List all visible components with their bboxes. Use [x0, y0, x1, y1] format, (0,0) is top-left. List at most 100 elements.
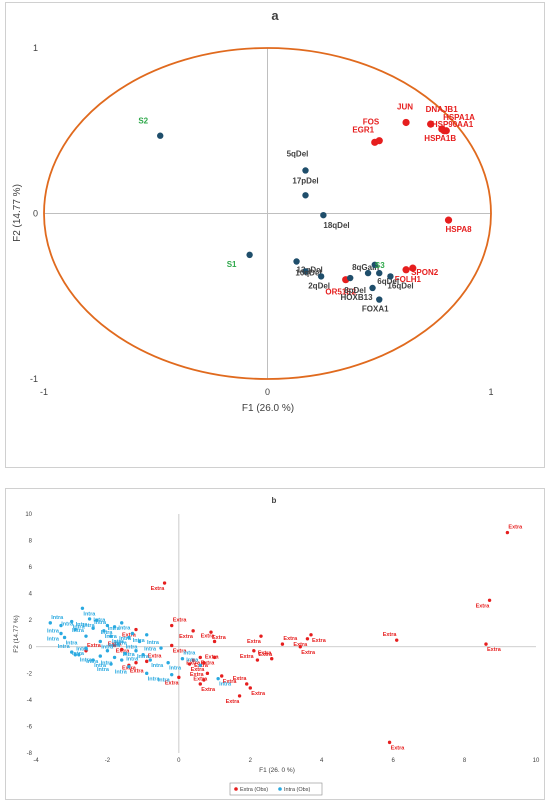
- x-tick-label: 2: [249, 758, 253, 764]
- point-6qDel: [376, 269, 383, 277]
- x-tick-label: 1: [488, 387, 493, 397]
- point-label: FOLH1: [395, 275, 422, 284]
- intra-point: [98, 654, 102, 658]
- x-axis-label: F1 (26.0 %): [242, 403, 294, 414]
- intra-point-label: Intra: [101, 630, 114, 636]
- intra-point: [91, 626, 95, 630]
- intra-point: [109, 634, 113, 638]
- y-tick-label: -2: [27, 671, 33, 677]
- extra-point-label: Extra: [247, 639, 262, 645]
- point-label: 13qDel: [297, 265, 323, 274]
- intra-point-label: Intra: [108, 643, 121, 649]
- intra-point-label: Intra: [83, 623, 96, 629]
- legend-label: Intra (Obs): [284, 787, 310, 793]
- point-EGR1: [375, 137, 383, 145]
- x-axis-label: F1 (26. 0 %): [259, 767, 295, 774]
- x-tick-label: 4: [320, 758, 324, 764]
- extra-point-label: Extra: [191, 667, 206, 673]
- extra-point-label: Extra: [205, 655, 220, 661]
- y-tick-label: 4: [29, 592, 33, 598]
- intra-point-label: Intra: [169, 666, 182, 672]
- extra-point-label: Extra: [212, 635, 227, 641]
- intra-point: [127, 635, 131, 640]
- extra-point: [387, 740, 392, 745]
- point-8pDel: [346, 274, 354, 282]
- point-13qDel: [293, 258, 300, 265]
- x-tick-label: -1: [40, 387, 48, 397]
- intra-point: [134, 649, 138, 653]
- correlation-circle: [43, 47, 492, 380]
- intra-point: [105, 623, 110, 628]
- intra-point-label: Intra: [126, 656, 139, 662]
- intra-point: [95, 618, 99, 622]
- extra-point-label: Extra: [240, 654, 255, 660]
- point-label: HOXB13: [341, 293, 374, 302]
- chart-a-panel: -1 0 1 1 0 -1 a F1 (26.0 %) F2 (14.77 %) JUN FOS EG…: [5, 2, 545, 468]
- point-label: JUN: [397, 102, 413, 111]
- extra-point-label: Extra: [193, 676, 208, 682]
- intra-point: [59, 623, 63, 628]
- intra-point-label: Intra: [76, 622, 89, 628]
- legend-marker: [234, 787, 238, 791]
- extra-point-label: Extra: [251, 691, 266, 697]
- legend-box: [229, 782, 323, 796]
- extra-point-label: Extra: [476, 603, 491, 609]
- extra-point: [212, 655, 217, 660]
- point-10qDel: [302, 268, 309, 275]
- intra-point: [87, 617, 92, 621]
- y-tick-label: -4: [27, 698, 33, 704]
- extra-point: [245, 682, 249, 686]
- y-tick-label: 8: [29, 539, 33, 545]
- extra-point: [487, 598, 492, 603]
- extra-point-label: Extra: [122, 666, 137, 672]
- point-8qGain: [364, 269, 372, 277]
- x-tick-label: 0: [177, 758, 181, 764]
- extra-point-label: Extra: [201, 687, 216, 693]
- extra-point-label: Extra: [293, 642, 308, 648]
- intra-point-label: Intra: [97, 667, 110, 673]
- extra-point: [484, 642, 488, 646]
- intra-point-label: Intra: [186, 657, 199, 663]
- intra-point-label: Intra: [101, 660, 114, 666]
- intra-point: [59, 631, 63, 636]
- intra-point: [91, 658, 95, 662]
- intra-point: [166, 661, 170, 665]
- intra-point: [120, 621, 124, 625]
- intra-point-label: Intra: [108, 626, 121, 632]
- intra-point-label: Intra: [137, 654, 150, 660]
- intra-point-label: Intra: [183, 651, 196, 657]
- y-tick-label: -6: [27, 724, 33, 730]
- extra-point: [177, 675, 181, 680]
- intra-point: [145, 671, 149, 676]
- intra-point: [198, 663, 202, 668]
- chart-title: b: [272, 496, 277, 505]
- intra-point-label: Intra: [112, 639, 125, 645]
- intra-point: [116, 642, 120, 646]
- intra-point-label: Intra: [76, 647, 89, 653]
- extra-point-label: Extra: [165, 680, 180, 686]
- extra-point: [220, 674, 224, 678]
- extra-point: [134, 661, 138, 665]
- intra-point: [141, 653, 145, 657]
- intra-point: [137, 639, 142, 644]
- extra-point: [237, 694, 242, 698]
- y-tick-label: -1: [30, 374, 38, 384]
- point-FOXA1: [376, 296, 383, 303]
- extra-point: [198, 682, 202, 686]
- intra-point-label: Intra: [115, 640, 128, 646]
- extra-point-label: Extra: [148, 653, 163, 659]
- intra-point: [70, 650, 74, 654]
- extra-point-label: Extra: [173, 618, 188, 624]
- extra-point-label: Extra: [87, 643, 102, 649]
- extra-point-label: Extra: [391, 745, 406, 751]
- extra-point: [191, 629, 195, 633]
- point-label: FOS: [363, 117, 380, 126]
- intra-point: [84, 634, 88, 638]
- extra-point-label: Extra: [201, 660, 216, 666]
- intra-point: [77, 653, 81, 657]
- intra-point: [112, 655, 117, 660]
- intra-point-label: Intra: [158, 678, 171, 684]
- point-label: EGR1: [352, 126, 374, 135]
- point-S2: [157, 132, 164, 139]
- point-16qDel: [387, 273, 394, 280]
